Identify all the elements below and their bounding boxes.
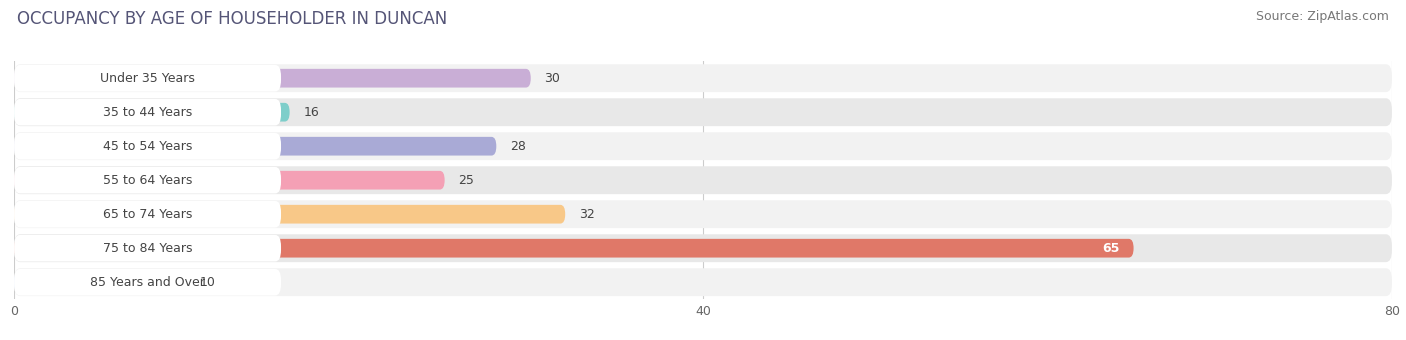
Text: 32: 32 [579,208,595,221]
FancyBboxPatch shape [14,133,281,159]
FancyBboxPatch shape [14,269,281,295]
FancyBboxPatch shape [14,69,531,88]
Text: 65: 65 [1102,242,1119,255]
FancyBboxPatch shape [14,234,1392,262]
FancyBboxPatch shape [14,166,1392,194]
FancyBboxPatch shape [14,167,281,193]
FancyBboxPatch shape [14,201,281,227]
FancyBboxPatch shape [14,200,1392,228]
FancyBboxPatch shape [14,98,1392,126]
Text: 55 to 64 Years: 55 to 64 Years [103,174,193,187]
Text: 30: 30 [544,72,561,85]
Text: 25: 25 [458,174,474,187]
Text: 16: 16 [304,106,319,119]
FancyBboxPatch shape [14,99,281,125]
Text: 45 to 54 Years: 45 to 54 Years [103,140,193,153]
FancyBboxPatch shape [14,235,281,261]
FancyBboxPatch shape [14,132,1392,160]
Text: 65 to 74 Years: 65 to 74 Years [103,208,193,221]
FancyBboxPatch shape [14,205,565,224]
FancyBboxPatch shape [14,103,290,122]
Text: 10: 10 [200,276,217,289]
Text: 85 Years and Over: 85 Years and Over [90,276,205,289]
FancyBboxPatch shape [14,65,281,91]
Text: 35 to 44 Years: 35 to 44 Years [103,106,193,119]
Text: 28: 28 [510,140,526,153]
FancyBboxPatch shape [14,239,1133,258]
Text: OCCUPANCY BY AGE OF HOUSEHOLDER IN DUNCAN: OCCUPANCY BY AGE OF HOUSEHOLDER IN DUNCA… [17,10,447,28]
Text: Under 35 Years: Under 35 Years [100,72,195,85]
FancyBboxPatch shape [14,273,186,292]
FancyBboxPatch shape [14,137,496,156]
FancyBboxPatch shape [14,171,444,190]
FancyBboxPatch shape [14,268,1392,296]
Text: 75 to 84 Years: 75 to 84 Years [103,242,193,255]
FancyBboxPatch shape [14,64,1392,92]
Text: Source: ZipAtlas.com: Source: ZipAtlas.com [1256,10,1389,23]
